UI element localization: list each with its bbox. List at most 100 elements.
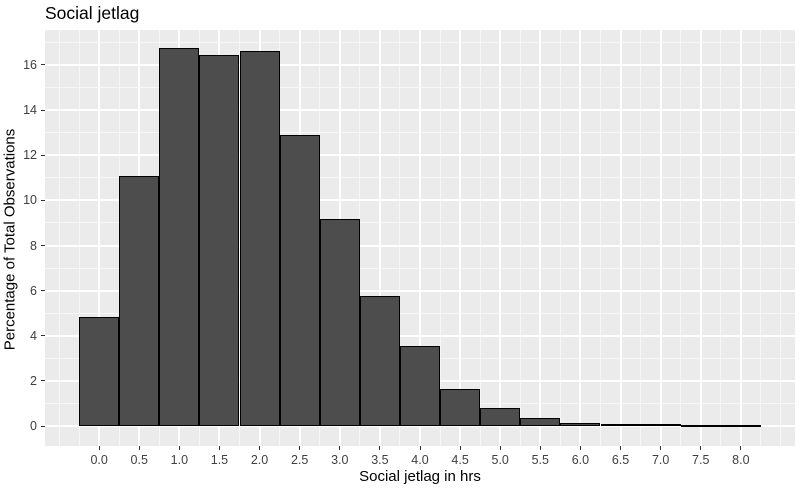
gridline-minor-v [439, 30, 441, 446]
x-tick-label: 0.5 [130, 453, 148, 467]
x-tick-label: 1.0 [170, 453, 189, 467]
gridline-major-v [739, 30, 742, 446]
gridline-major-h [45, 289, 795, 292]
gridline-minor-v [780, 30, 782, 446]
histogram-bar [79, 316, 120, 427]
histogram-bar [680, 425, 721, 427]
histogram-bar [199, 54, 240, 427]
x-tick-mark [339, 446, 341, 450]
x-tick-label: 5.0 [491, 453, 509, 467]
histogram-bar [600, 424, 641, 427]
histogram-bar [279, 135, 320, 427]
y-tick-mark [41, 199, 45, 201]
x-tick-mark [419, 446, 421, 450]
y-tick-label: 2 [30, 373, 37, 388]
x-tick-mark [700, 446, 702, 450]
gridline-major-v [579, 30, 582, 446]
y-tick-label: 16 [23, 57, 37, 72]
gridline-minor-v [58, 30, 60, 446]
histogram-bar [640, 424, 681, 427]
gridline-minor-v [720, 30, 722, 446]
gridline-minor-v [760, 30, 762, 446]
y-tick-mark [41, 425, 45, 427]
x-tick-mark [660, 446, 662, 450]
histogram-bar [359, 296, 400, 427]
plot-panel [45, 30, 795, 446]
gridline-major-v [659, 30, 662, 446]
histogram-bar [319, 218, 360, 427]
y-tick-label: 6 [30, 283, 37, 298]
y-tick-label: 8 [30, 238, 37, 253]
x-tick-mark [379, 446, 381, 450]
gridline-major-h [45, 425, 795, 428]
y-tick-label: 14 [23, 103, 37, 118]
x-tick-mark [138, 446, 140, 450]
gridline-major-v [539, 30, 542, 446]
x-tick-label: 6.5 [611, 453, 630, 467]
gridline-minor-v [519, 30, 521, 446]
y-tick-mark [41, 380, 45, 382]
gridline-minor-h [45, 267, 795, 269]
x-tick-label: 7.0 [651, 453, 670, 467]
y-tick-mark [41, 290, 45, 292]
gridline-minor-h [45, 132, 795, 134]
histogram-bar [560, 422, 601, 427]
gridline-major-h [45, 154, 795, 157]
x-tick-label: 2.0 [250, 453, 269, 467]
chart-title: Social jetlag [45, 3, 140, 23]
histogram-bar [520, 418, 561, 427]
gridline-minor-v [599, 30, 601, 446]
x-tick-label: 2.5 [290, 453, 309, 467]
gridline-minor-v [78, 30, 80, 446]
gridline-major-v [378, 30, 381, 446]
x-tick-mark [299, 446, 301, 450]
gridline-minor-v [640, 30, 642, 446]
x-tick-mark [178, 446, 180, 450]
gridline-major-h [45, 63, 795, 66]
gridline-major-v [619, 30, 622, 446]
gridline-minor-v [399, 30, 401, 446]
y-tick-label: 10 [23, 193, 37, 208]
x-tick-mark [620, 446, 622, 450]
x-tick-mark [218, 446, 220, 450]
y-tick-mark [41, 154, 45, 156]
x-tick-mark [259, 446, 261, 450]
gridline-major-h [45, 199, 795, 202]
histogram-bar [239, 51, 280, 427]
histogram-bar [159, 48, 200, 427]
histogram-bar [119, 175, 160, 427]
x-tick-mark [579, 446, 581, 450]
histogram-bar [399, 346, 440, 427]
gridline-minor-v [359, 30, 361, 446]
y-tick-mark [41, 64, 45, 66]
x-tick-label: 3.0 [331, 453, 349, 467]
x-tick-mark [459, 446, 461, 450]
gridline-major-h [45, 244, 795, 247]
histogram-bar [480, 408, 521, 427]
x-tick-label: 4.0 [411, 453, 429, 467]
x-tick-mark [740, 446, 742, 450]
gridline-major-h [45, 334, 795, 337]
gridline-minor-h [45, 87, 795, 89]
gridline-minor-h [45, 177, 795, 179]
gridline-major-h [45, 109, 795, 112]
gridline-major-v [699, 30, 702, 446]
x-tick-mark [539, 446, 541, 450]
y-tick-label: 4 [30, 328, 37, 343]
x-tick-label: 3.5 [371, 453, 389, 467]
x-tick-label: 8.0 [732, 453, 750, 467]
y-tick-mark [41, 109, 45, 111]
x-tick-label: 7.5 [692, 453, 710, 467]
x-axis-title: Social jetlag in hrs [359, 468, 481, 485]
x-tick-mark [98, 446, 100, 450]
gridline-major-v [419, 30, 421, 446]
x-tick-label: 1.5 [210, 453, 229, 467]
gridline-minor-v [479, 30, 481, 446]
y-tick-label: 12 [23, 148, 37, 163]
histogram-bar [720, 424, 761, 427]
gridline-minor-h [45, 222, 795, 224]
gridline-minor-v [559, 30, 561, 446]
y-tick-mark [41, 335, 45, 337]
y-tick-label: 0 [30, 419, 37, 434]
